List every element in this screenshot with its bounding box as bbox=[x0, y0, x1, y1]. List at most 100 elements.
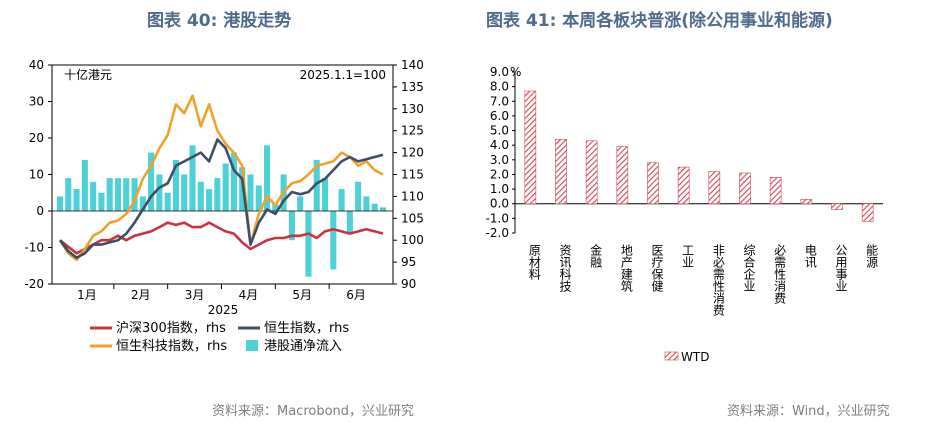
right-axis-tick-label: 105 bbox=[401, 211, 424, 225]
flow-bar bbox=[288, 211, 295, 241]
sector-bar bbox=[524, 90, 537, 205]
x-month-label: 2月 bbox=[131, 288, 151, 302]
y-axis-tick-label: 1.0 bbox=[490, 182, 509, 196]
flow-bar bbox=[164, 192, 171, 211]
right-axis-tick-label: 120 bbox=[401, 146, 424, 160]
sector-label: 医疗保健 bbox=[650, 244, 664, 292]
legend-flow-swatch bbox=[246, 340, 258, 351]
flow-bar bbox=[379, 207, 387, 211]
sector-label: 原材料 bbox=[527, 244, 541, 280]
sector-label: 必需性消费 bbox=[773, 244, 787, 304]
x-month-label: 3月 bbox=[185, 288, 205, 302]
sector-bar bbox=[800, 199, 813, 205]
sector-bar bbox=[708, 171, 721, 205]
flow-bar bbox=[338, 189, 345, 211]
right-axis-tick-label: 140 bbox=[401, 58, 424, 72]
legend-csi300-label: 沪深300指数，rhs bbox=[116, 320, 226, 336]
y-axis-tick-label: 7.0 bbox=[490, 94, 509, 108]
flow-bar bbox=[264, 145, 271, 211]
left-chart: -20 -10 0 10 20 30 40 90 95 100 105 110 115 120 125 130… bbox=[24, 58, 424, 354]
flow-bar bbox=[346, 211, 353, 233]
right-axis-tick-label: 130 bbox=[401, 102, 424, 116]
flow-bar bbox=[73, 189, 80, 211]
flow-bar bbox=[230, 152, 237, 211]
flow-bar bbox=[197, 181, 204, 211]
left-axis-tick-label: 40 bbox=[29, 58, 44, 72]
sector-bar bbox=[585, 140, 598, 205]
x-month-label: 1月 bbox=[77, 288, 97, 302]
left-axis-tick-label: -20 bbox=[24, 277, 44, 291]
legend-hstech-label: 恒生科技指数，rhs bbox=[116, 339, 227, 354]
flow-bar bbox=[172, 159, 179, 211]
x-month-label: 4月 bbox=[239, 288, 259, 302]
legend-wtd-swatch bbox=[664, 351, 679, 361]
left-axis-tick-label: 0 bbox=[36, 204, 44, 218]
flow-bar bbox=[206, 189, 213, 211]
flow-bar bbox=[156, 174, 163, 211]
sector-label: 非必需性消费 bbox=[711, 244, 725, 316]
flow-bar bbox=[131, 178, 138, 211]
flow-bar bbox=[139, 196, 146, 211]
right-chart: 9.08.07.06.05.04.03.02.01.00.0-1.0-2.0% 原… bbox=[486, 65, 883, 364]
hstech-line bbox=[58, 94, 384, 262]
flow-bar bbox=[355, 181, 362, 211]
sector-bar bbox=[555, 139, 567, 205]
sector-label: 电讯 bbox=[803, 244, 817, 269]
right-axis-tick-label: 135 bbox=[401, 80, 424, 94]
right-axis-tick-label: 90 bbox=[401, 277, 416, 291]
right-axis-tick-label: 125 bbox=[401, 124, 424, 138]
csi300-line bbox=[59, 221, 384, 255]
flow-bar bbox=[255, 185, 262, 211]
right-axis-tick-label: 100 bbox=[401, 233, 424, 247]
flow-bar bbox=[114, 178, 122, 211]
right-chart-title: 图表 41: 本周各板块普涨(除公用事业和能源) bbox=[486, 11, 833, 31]
y-axis-tick-label: 9.0 bbox=[490, 65, 509, 79]
flow-bar bbox=[56, 196, 64, 211]
left-axis-tick-label: 30 bbox=[29, 95, 44, 109]
flow-bar bbox=[181, 174, 188, 211]
y-axis-tick-label: 2.0 bbox=[490, 167, 509, 181]
legend-hsi-label: 恒生指数，rhs bbox=[264, 321, 349, 336]
sector-label: 公用事业 bbox=[834, 244, 848, 292]
y-axis-tick-label: 8.0 bbox=[490, 80, 509, 94]
flow-bar bbox=[272, 203, 279, 211]
sector-bar bbox=[647, 162, 659, 205]
x-year-label: 2025 bbox=[208, 303, 239, 317]
x-month-label: 5月 bbox=[292, 288, 312, 302]
flow-bar bbox=[222, 163, 229, 211]
left-chart-title: 图表 40: 港股走势 bbox=[147, 11, 292, 31]
y-axis-tick-label: 5.0 bbox=[490, 124, 509, 138]
sector-label: 资讯科技 bbox=[558, 244, 572, 292]
flow-bar bbox=[313, 159, 320, 211]
flow-bar bbox=[65, 178, 72, 211]
sector-label: 金融 bbox=[589, 243, 603, 269]
flow-bar bbox=[321, 178, 329, 211]
flow-bar bbox=[330, 211, 337, 270]
flow-bar bbox=[214, 178, 221, 211]
y-axis-tick-label: -1.0 bbox=[486, 211, 509, 225]
flow-bar bbox=[81, 159, 88, 211]
sector-label: 地产建筑 bbox=[619, 244, 633, 292]
right-axis-tick-label: 110 bbox=[401, 189, 424, 203]
flow-bar bbox=[148, 152, 155, 211]
right-axis-tick-label: 115 bbox=[401, 168, 424, 182]
y-axis-tick-label: 4.0 bbox=[490, 138, 509, 152]
right-chart-source: 资料来源：Wind，兴业研究 bbox=[727, 404, 890, 419]
legend-wtd-label: WTD bbox=[681, 350, 709, 364]
flow-bar bbox=[106, 178, 113, 211]
sector-label: 工业 bbox=[681, 244, 695, 268]
left-axis-tick-label: 20 bbox=[29, 131, 44, 145]
sector-bar bbox=[861, 203, 874, 222]
sector-bar bbox=[616, 146, 629, 205]
flow-bar bbox=[90, 181, 97, 211]
y-axis-tick-label: 3.0 bbox=[490, 153, 509, 167]
sector-bar bbox=[769, 177, 782, 205]
right-axis-tick-label: 95 bbox=[401, 255, 416, 269]
flow-bar bbox=[363, 196, 370, 211]
sector-bar bbox=[831, 203, 843, 210]
sector-label: 能源 bbox=[865, 244, 879, 269]
left-axis-tick-label: -10 bbox=[24, 241, 44, 255]
legend-flow-label: 港股通净流入 bbox=[264, 339, 342, 354]
x-month-label: 6月 bbox=[346, 288, 366, 302]
flow-bar bbox=[247, 174, 254, 211]
